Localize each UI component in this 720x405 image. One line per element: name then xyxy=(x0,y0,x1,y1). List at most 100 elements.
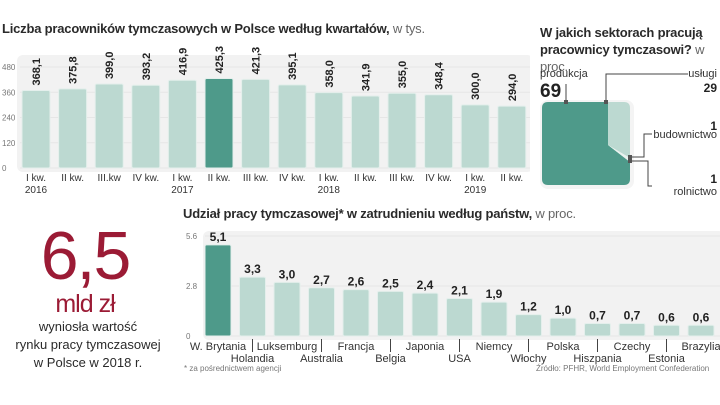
slice-value-uslugi: 29 xyxy=(704,81,718,95)
x-tick-label: II kw. xyxy=(354,173,377,184)
chart2-unit: w proc. xyxy=(540,42,705,74)
bar-value-label: 393,2 xyxy=(141,53,153,81)
marker-rolnictwo xyxy=(628,159,632,163)
chart2-title-line1: W jakich sektorach pracują xyxy=(540,25,703,40)
bar xyxy=(308,287,335,337)
x-tick-label: Francja xyxy=(338,341,376,353)
bar xyxy=(204,78,234,169)
bar-value-label: 1,9 xyxy=(486,287,503,301)
slice-value-budownictwo: 1 xyxy=(710,119,717,133)
bar xyxy=(618,323,646,337)
slice-label-produkcja: produkcja xyxy=(540,68,589,80)
x-tick-label: Holandia xyxy=(231,353,275,365)
bar-value-label: 3,3 xyxy=(244,262,261,276)
x-tick-label: I kw. xyxy=(465,173,485,184)
bar-value-label: 395,1 xyxy=(287,52,299,80)
slice-value-produkcja: 69 xyxy=(540,81,561,102)
footnote: * za pośrednictwem agencji xyxy=(184,364,282,373)
x-tick-label: USA xyxy=(448,353,471,365)
bar xyxy=(411,292,439,337)
source-note: Źródło: PFHR, World Employment Confedera… xyxy=(536,364,710,373)
bar-value-label: 1,2 xyxy=(520,300,537,314)
callout-unit: mld zł xyxy=(55,290,115,318)
bar-value-label: 0,6 xyxy=(693,310,710,324)
bar-value-label: 3,0 xyxy=(279,267,296,281)
sector-square-chart: produkcja69usługi291budownictwo1rolnictw… xyxy=(540,68,718,198)
bar xyxy=(653,324,680,337)
slice-uslugi xyxy=(608,102,630,158)
callout-desc-line3: w Polsce w 2018 r. xyxy=(33,355,143,370)
y-tick-label: 240 xyxy=(2,114,16,123)
bar-value-label: 421,3 xyxy=(251,47,263,75)
chart2-title-line2: pracownicy tymczasowi? xyxy=(540,42,692,57)
bar xyxy=(424,94,454,169)
bar-value-label: 341,9 xyxy=(360,64,372,92)
bar-value-label: 5,1 xyxy=(210,230,227,244)
x-tick-label: Brazylia xyxy=(681,341,720,353)
leader-line-budownictwo xyxy=(632,133,652,158)
bar xyxy=(460,104,490,169)
x-tick-year-label: 2016 xyxy=(25,185,48,195)
bar xyxy=(167,79,197,169)
x-tick-label: Belgia xyxy=(375,353,406,365)
bar xyxy=(131,84,161,169)
x-tick-year-label: 2019 xyxy=(464,185,487,195)
slice-label-uslugi: usługi xyxy=(688,68,717,80)
x-tick-label: Luksemburg xyxy=(257,341,318,353)
bar xyxy=(241,78,271,169)
x-tick-label: Hiszpania xyxy=(573,353,622,365)
x-tick-label: III kw. xyxy=(389,173,415,184)
x-tick-label: I kw. xyxy=(26,173,46,184)
x-tick-label: I kw. xyxy=(172,173,192,184)
x-tick-label: Polska xyxy=(546,341,580,353)
bar xyxy=(377,290,404,337)
bar-value-label: 348,4 xyxy=(434,61,446,89)
slice-budownictwo xyxy=(608,145,630,162)
callout-desc-line1: wyniosła wartość xyxy=(38,319,138,334)
x-tick-label: IV kw. xyxy=(132,173,159,184)
y-tick-label: 0 xyxy=(186,332,191,341)
x-tick-label: W. Brytania xyxy=(190,341,247,353)
bar xyxy=(549,317,577,337)
bar xyxy=(480,301,508,337)
x-tick-label: Włochy xyxy=(510,353,547,365)
x-tick-label: I kw. xyxy=(319,173,339,184)
y-tick-label: 120 xyxy=(2,139,16,148)
marker-produkcja xyxy=(564,100,568,104)
x-tick-year-label: 2017 xyxy=(171,185,194,195)
bar-value-label: 355,0 xyxy=(397,61,409,89)
bar xyxy=(515,314,542,337)
x-tick-year-label: 2018 xyxy=(318,185,341,195)
bar xyxy=(387,92,417,169)
bar-value-label: 399,0 xyxy=(104,52,116,80)
bar xyxy=(314,92,344,169)
bar xyxy=(350,95,380,169)
callout-description: wyniosła wartość rynku pracy tymczasowej… xyxy=(0,318,176,372)
x-tick-label: II kw. xyxy=(61,173,84,184)
x-tick-label: IV kw. xyxy=(425,173,452,184)
chart3-unit: w proc. xyxy=(535,206,576,221)
bar-value-label: 2,4 xyxy=(417,278,434,292)
bar xyxy=(239,276,266,337)
bar xyxy=(342,289,370,337)
chart1-title-text: Liczba pracowników tymczasowych w Polsce… xyxy=(2,21,390,36)
x-tick-label: Estonia xyxy=(648,353,686,365)
bar xyxy=(277,84,307,169)
bar-value-label: 1,0 xyxy=(555,303,572,317)
bar-value-label: 0,6 xyxy=(658,310,675,324)
x-tick-label: III.kw xyxy=(98,173,122,184)
x-tick-label: Niemcy xyxy=(476,341,513,353)
x-tick-label: II kw. xyxy=(500,173,523,184)
x-tick-label: Japonia xyxy=(406,341,445,353)
bar-value-label: 375,8 xyxy=(68,56,80,84)
bar xyxy=(204,244,232,337)
slice-label-budownictwo: budownictwo xyxy=(653,129,717,141)
x-tick-label: Czechy xyxy=(614,341,651,353)
chart3-title-text: Udział pracy tymczasowej* w zatrudnieniu… xyxy=(183,206,532,221)
y-tick-label: 0 xyxy=(2,164,7,173)
bar xyxy=(497,105,527,169)
chart3-title: Udział pracy tymczasowej* w zatrudnieniu… xyxy=(183,206,576,221)
chart1-title: Liczba pracowników tymczasowych w Polsce… xyxy=(2,21,425,36)
bar xyxy=(446,298,473,337)
slice-label-rolnictwo: rolnictwo xyxy=(674,186,717,198)
